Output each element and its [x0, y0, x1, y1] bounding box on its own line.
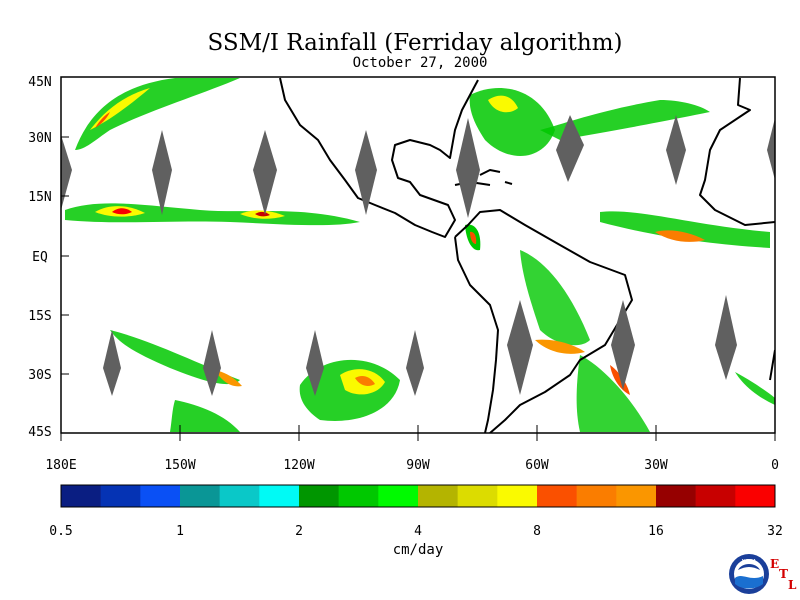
colorbar-cell	[497, 485, 538, 507]
map-ticks	[60, 76, 776, 441]
colorbar-cell	[537, 485, 577, 507]
etl-letter: T	[779, 567, 788, 581]
coastline-south-america	[454, 209, 633, 433]
rain-band-north-pacific	[75, 78, 240, 150]
etl-letter: E	[770, 557, 779, 571]
colorbar-cell	[378, 485, 419, 507]
map-panel: 45N 30N 15N EQ 15S 30S 45S 180E 150W 120…	[28, 75, 779, 473]
etl-letter: L	[788, 578, 797, 592]
data-gap-swaths	[61, 115, 775, 396]
colorbar-cells	[61, 485, 776, 507]
lat-label: 30N	[28, 131, 51, 146]
colorbar-cell	[219, 485, 260, 507]
colorbar-tick-labels: 0.5 1 2 4 8 16 32	[49, 524, 783, 539]
lat-label: EQ	[32, 250, 48, 265]
colorbar-tick-label: 1	[176, 524, 184, 539]
colorbar-units: cm/day	[393, 542, 444, 558]
noaa-logo-gull	[738, 564, 760, 570]
colorbar-frame	[60, 484, 776, 508]
rain-band-itcz	[65, 203, 770, 248]
colorbar-tick-label: 2	[295, 524, 303, 539]
colorbar-cell	[576, 485, 617, 507]
lon-label: 30W	[644, 458, 668, 473]
lat-label: 15S	[28, 309, 51, 324]
colorbar-cell	[61, 485, 101, 507]
colorbar-tick-label: 16	[648, 524, 664, 539]
colorbar-cell	[100, 485, 141, 507]
etl-logo: E T L	[770, 557, 797, 592]
colorbar-cell	[299, 485, 339, 507]
lon-label: 60W	[525, 458, 549, 473]
map-title: SSM/I Rainfall (Ferriday algorithm)	[207, 30, 623, 56]
colorbar-cell	[338, 485, 379, 507]
colorbar-tick-label: 8	[533, 524, 541, 539]
longitude-labels: 180E 150W 120W 90W 60W 30W 0	[45, 458, 779, 473]
colorbar-tick-label: 32	[767, 524, 783, 539]
rain-band-atlantic	[465, 88, 775, 432]
colorbar-cell	[695, 485, 736, 507]
lat-label: 45S	[28, 425, 51, 440]
colorbar-tick-label: 0.5	[49, 524, 72, 539]
lat-label: 15N	[28, 190, 51, 205]
colorbar-cell	[616, 485, 657, 507]
lon-label: 90W	[406, 458, 430, 473]
colorbar-cell	[418, 485, 458, 507]
lon-label: 180E	[45, 458, 76, 473]
colorbar: 0.5 1 2 4 8 16 32 cm/day	[49, 484, 783, 558]
noaa-logo-text: NOAA	[742, 559, 757, 565]
coastline-africa	[699, 77, 775, 381]
colorbar-cell	[180, 485, 220, 507]
latitude-labels: 45N 30N 15N EQ 15S 30S 45S	[28, 75, 51, 440]
noaa-logo: NOAA	[729, 554, 769, 594]
lat-label: 45N	[28, 75, 51, 90]
colorbar-cell	[656, 485, 696, 507]
lon-label: 0	[771, 458, 779, 473]
lon-label: 120W	[283, 458, 314, 473]
coastline-north-america	[279, 77, 479, 238]
lat-label: 30S	[28, 368, 51, 383]
colorbar-tick-label: 4	[414, 524, 422, 539]
coastlines	[279, 77, 775, 433]
colorbar-cell	[457, 485, 498, 507]
noaa-logo-wave	[735, 576, 763, 589]
colorbar-cell	[140, 485, 181, 507]
lon-label: 150W	[164, 458, 195, 473]
colorbar-cell	[735, 485, 776, 507]
colorbar-cell	[259, 485, 300, 507]
map-subtitle: October 27, 2000	[352, 55, 488, 71]
